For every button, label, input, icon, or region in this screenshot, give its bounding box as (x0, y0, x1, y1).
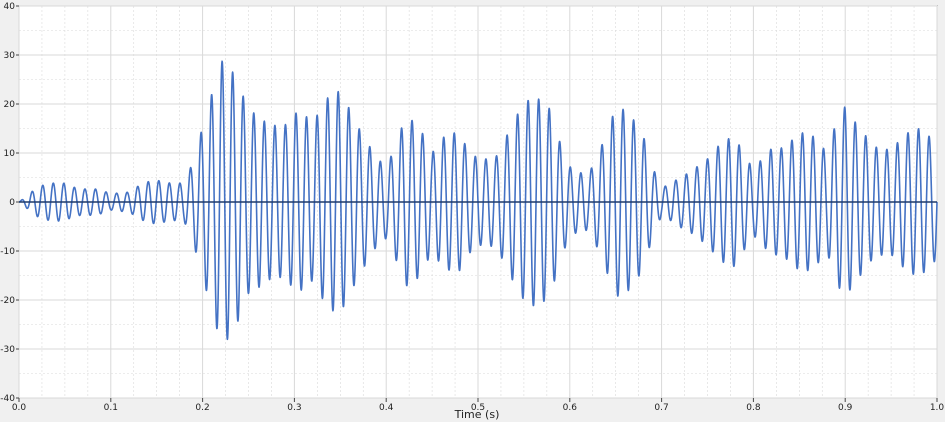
y-tick-label: 0 (9, 198, 15, 208)
x-tick-label: 1.0 (930, 403, 945, 413)
x-axis-ticks: 0.0 0.1 0.2 0.3 0.4 0.5 0.6 0.7 0.8 0.9 1.0 (12, 398, 945, 413)
x-tick-label: 0.1 (104, 403, 118, 413)
x-tick-label: 0.6 (563, 403, 578, 413)
y-tick-label: -20 (0, 296, 15, 306)
x-tick-label: 0.3 (287, 403, 301, 413)
y-tick-label: 40 (4, 2, 16, 12)
x-tick-label: 0.8 (746, 403, 761, 413)
x-tick-label: 0.7 (654, 403, 668, 413)
x-tick-label: 0.0 (12, 403, 27, 413)
y-tick-label: 10 (4, 149, 16, 159)
x-tick-label: 0.9 (838, 403, 853, 413)
y-tick-label: -10 (0, 247, 15, 257)
x-tick-label: 0.5 (471, 403, 485, 413)
y-tick-label: 20 (4, 100, 16, 110)
x-tick-label: 0.4 (379, 403, 394, 413)
y-tick-label: -40 (0, 394, 15, 404)
y-tick-label: 30 (4, 51, 16, 61)
y-tick-label: -30 (0, 345, 15, 355)
x-axis-title: Time (s) (454, 408, 500, 421)
y-axis-ticks: 40 30 20 10 0 -10 -20 -30 -40 (0, 2, 19, 404)
x-tick-label: 0.2 (195, 403, 209, 413)
